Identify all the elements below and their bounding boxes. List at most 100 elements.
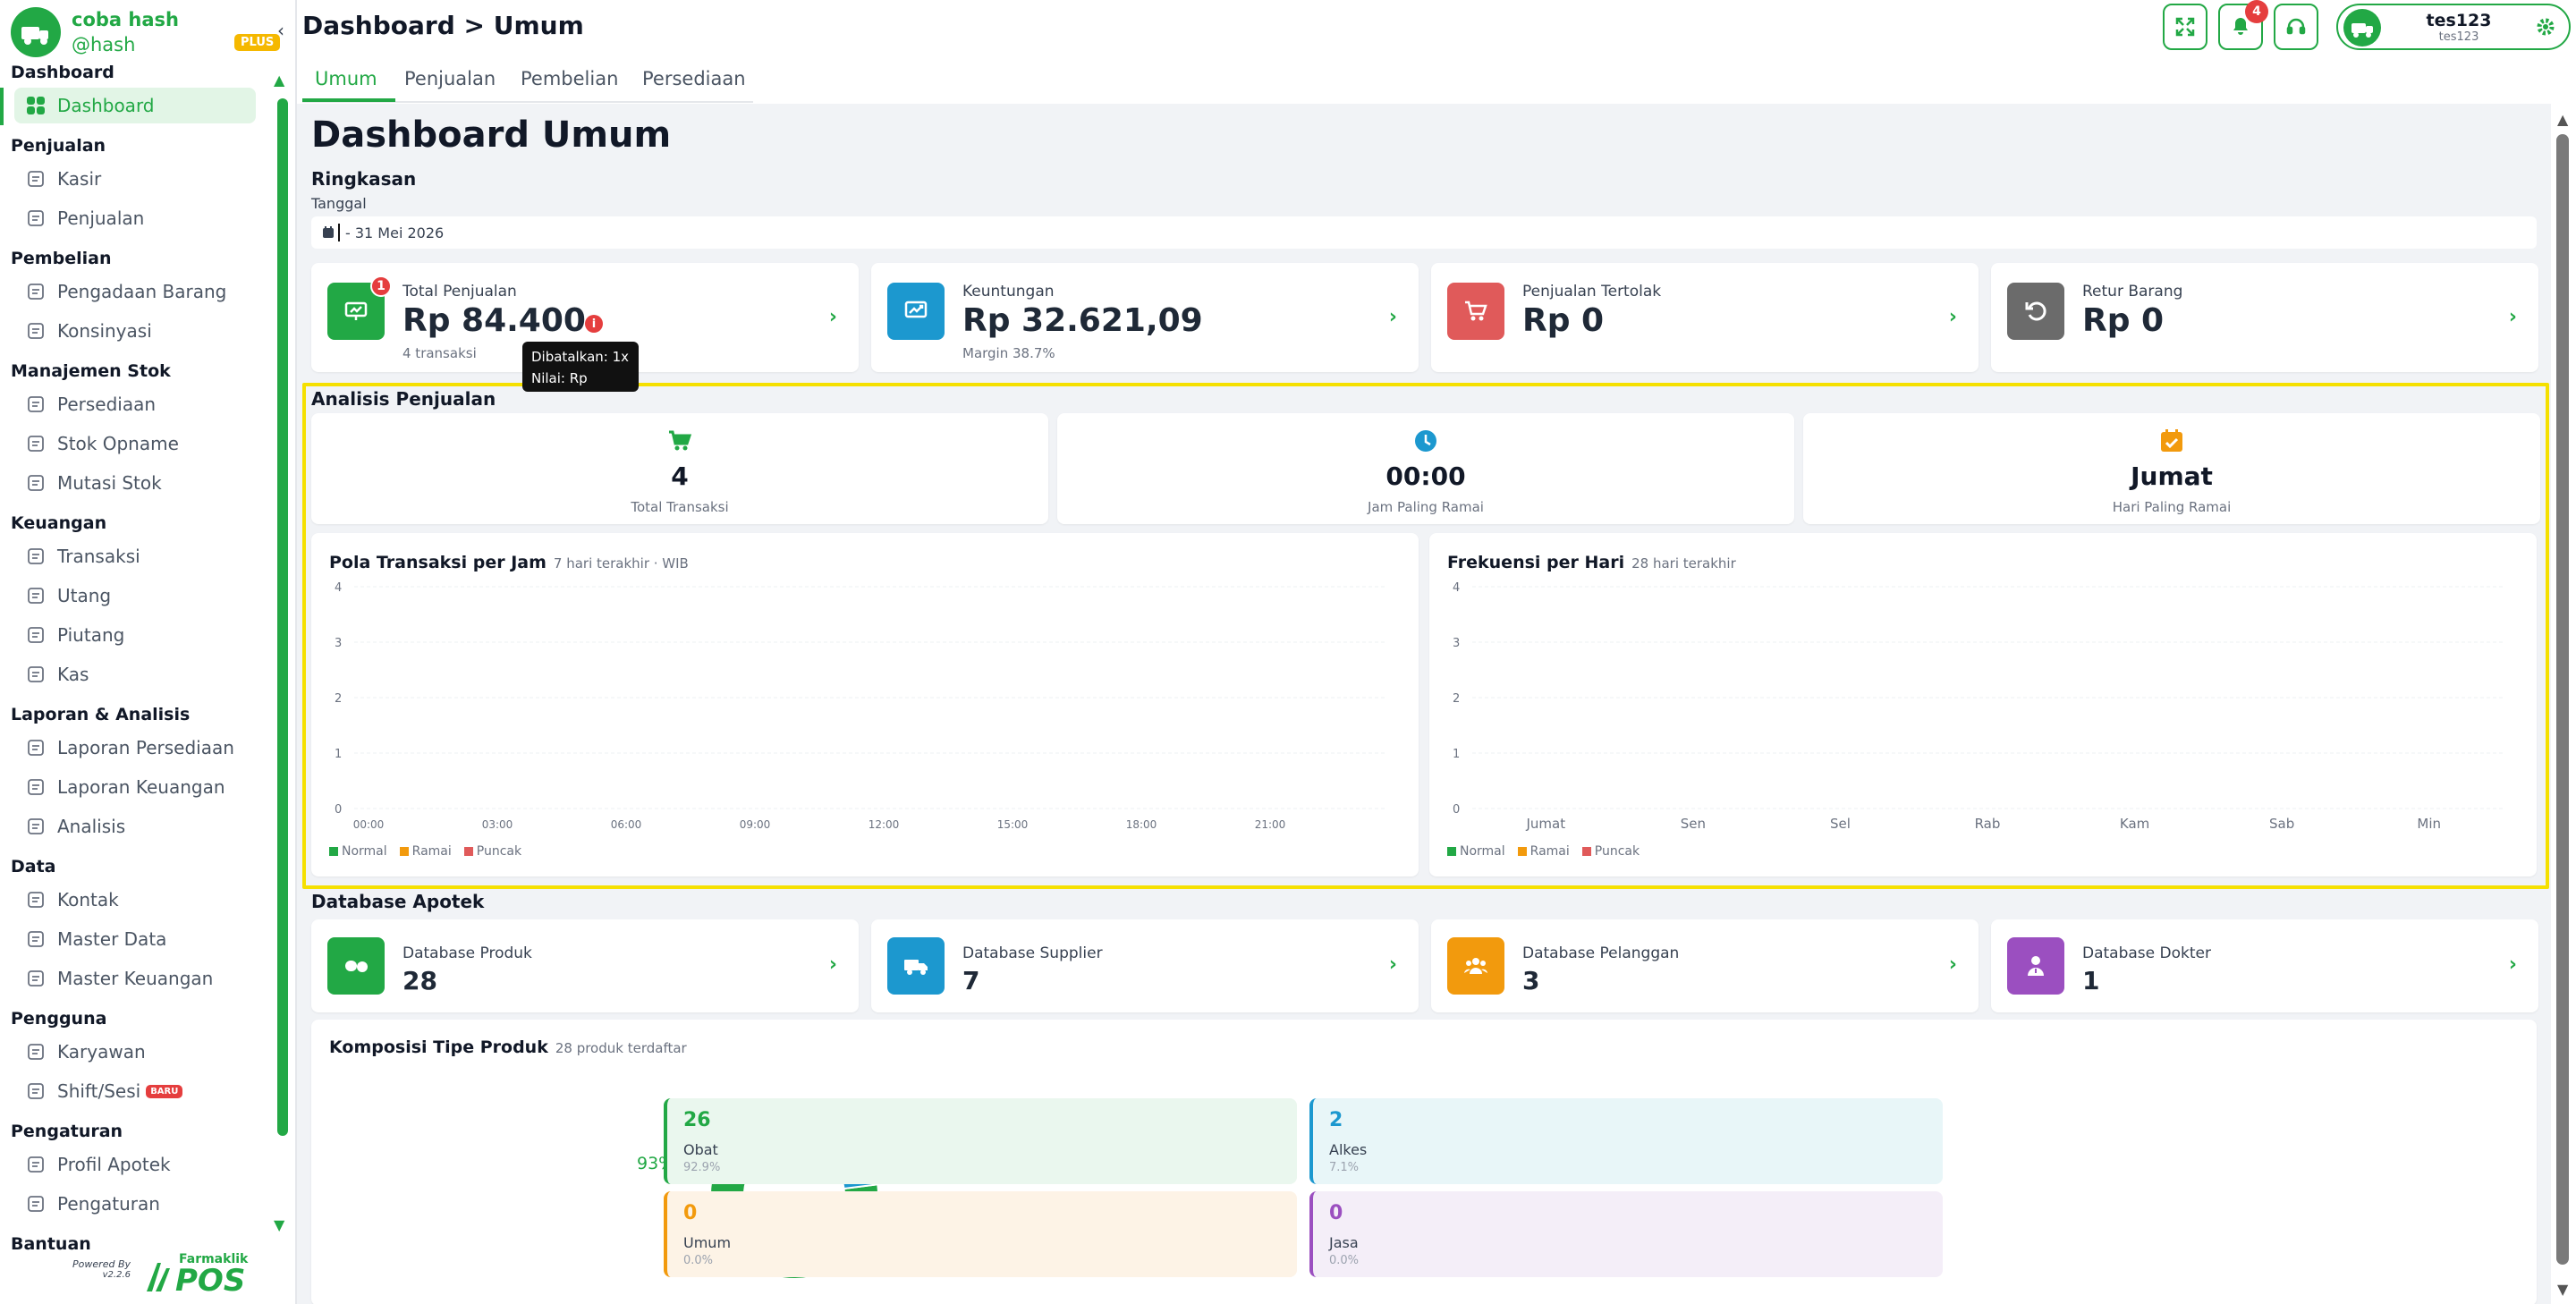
main-scrollbar[interactable]: ▲ ▼	[2551, 104, 2576, 1304]
nav-group-title: Keuangan	[11, 513, 107, 533]
scroll-thumb[interactable]	[2556, 134, 2569, 1265]
chevron-right-icon[interactable]: ›	[1388, 306, 1397, 328]
date-range-value: - 31 Mei 2026	[345, 224, 445, 241]
scroll-down-icon[interactable]: ▼	[274, 1216, 285, 1233]
sidebar-item-dashboard[interactable]: Dashboard	[14, 88, 256, 123]
brand[interactable]: coba hash @hash PLUS	[11, 7, 288, 57]
sidebar-item-piutang[interactable]: Piutang	[14, 617, 256, 653]
x-tick-label: Min	[2417, 816, 2441, 832]
farmaklik-logo: Farmaklik POS	[140, 1252, 248, 1299]
sidebar-item-pengaturan[interactable]: Pengaturan	[14, 1186, 256, 1222]
legend-label: Normal	[1460, 844, 1505, 859]
user-menu[interactable]: tes123 tes123	[2336, 4, 2571, 50]
date-range-field[interactable]: - 31 Mei 2026	[311, 216, 2537, 249]
sidebar-item-analisis[interactable]: Analisis	[14, 809, 256, 844]
returns-card[interactable]: Retur Barang Rp 0 ›	[1991, 263, 2538, 372]
sidebar-item-stok-opname[interactable]: Stok Opname	[14, 426, 256, 461]
daily-chart-title-text: Frekuensi per Hari	[1447, 553, 1625, 572]
sidebar-item-label: Shift/Sesi	[57, 1080, 141, 1102]
legend-swatch	[1447, 847, 1456, 856]
sidebar-item-master-keuangan[interactable]: Master Keuangan	[14, 961, 256, 996]
composition-label: Jasa	[1329, 1234, 1359, 1251]
fullscreen-button[interactable]	[2163, 4, 2207, 50]
notifications-button[interactable]: 4	[2218, 0, 2268, 50]
chevron-right-icon[interactable]: ›	[1948, 306, 1957, 328]
sidebar-item-master-data[interactable]: Master Data	[14, 921, 256, 957]
rejected-sales-card[interactable]: Penjualan Tertolak Rp 0 ›	[1431, 263, 1979, 372]
sidebar-item-pengadaan-barang[interactable]: Pengadaan Barang	[14, 274, 256, 309]
chevron-right-icon[interactable]: ›	[828, 306, 837, 328]
sidebar-item-kontak[interactable]: Kontak	[14, 882, 256, 918]
support-button[interactable]	[2274, 4, 2318, 50]
sidebar-item-profil-apotek[interactable]: Profil Apotek	[14, 1147, 256, 1182]
x-tick-label: Rab	[1975, 816, 2001, 832]
composition-count: 2	[1329, 1109, 1343, 1131]
y-tick-label: 4	[1453, 581, 1460, 595]
composition-count: 0	[1329, 1202, 1343, 1224]
x-tick-label: 12:00	[869, 818, 900, 831]
x-tick-label: 00:00	[353, 818, 385, 831]
chevron-right-icon[interactable]: ›	[1948, 953, 1957, 976]
sidebar-item-mutasi-stok[interactable]: Mutasi Stok	[14, 465, 256, 501]
x-tick-label: 03:00	[482, 818, 513, 831]
cash-icon	[23, 662, 48, 687]
sidebar-item-laporan-keuangan[interactable]: Laporan Keuangan	[14, 769, 256, 805]
tab-umum[interactable]: Umum	[315, 68, 377, 89]
x-tick-label: 18:00	[1126, 818, 1157, 831]
x-tick-label: Sab	[2269, 816, 2294, 832]
scroll-up-icon[interactable]: ▲	[274, 72, 285, 89]
gear-icon[interactable]	[2535, 16, 2556, 41]
sidebar-scrollbar[interactable]: ▲ ▼	[274, 72, 288, 1243]
sidebar-item-kasir[interactable]: Kasir	[14, 161, 256, 197]
chevron-right-icon[interactable]: ›	[2508, 953, 2517, 976]
supplier-database-card[interactable]: Database Supplier 7 ›	[871, 919, 1419, 1012]
chevron-right-icon[interactable]: ›	[2508, 306, 2517, 328]
composition-title-text: Komposisi Tipe Produk	[329, 1037, 548, 1057]
scroll-thumb[interactable]	[277, 98, 288, 1136]
sidebar-item-label: Transaksi	[57, 546, 140, 567]
sidebar-item-shift-sesi[interactable]: Shift/Sesi BARU	[14, 1073, 256, 1109]
scroll-up-icon[interactable]: ▲	[2557, 111, 2569, 128]
sidebar-item-kas[interactable]: Kas	[14, 656, 256, 692]
hourly-chart-legend: Normal Ramai Puncak	[329, 844, 521, 859]
sidebar-item-laporan-persediaan[interactable]: Laporan Persediaan	[14, 730, 256, 766]
profit-card[interactable]: Keuntungan Rp 32.621,09 Margin 38.7% ›	[871, 263, 1419, 372]
analysis-heading: Analisis Penjualan	[311, 388, 496, 410]
y-tick-label: 4	[335, 581, 342, 595]
customer-database-card[interactable]: Database Pelanggan 3 ›	[1431, 919, 1979, 1012]
sidebar-item-label: Utang	[57, 585, 112, 606]
settings-icon	[23, 1191, 48, 1216]
sidebar-item-karyawan[interactable]: Karyawan	[14, 1034, 256, 1070]
master-finance-icon	[23, 966, 48, 991]
stat-label: Hari Paling Ramai	[2112, 499, 2232, 515]
legend-item: Ramai	[1517, 844, 1570, 859]
info-icon[interactable]: i	[585, 315, 603, 333]
composition-percent: 0.0%	[1329, 1254, 1360, 1267]
chevron-right-icon[interactable]: ›	[828, 953, 837, 976]
collapse-sidebar-icon[interactable]: ‹	[277, 20, 284, 41]
tab-persediaan[interactable]: Persediaan	[642, 68, 746, 89]
breadcrumb: Dashboard > Umum	[302, 11, 584, 40]
sidebar-item-persediaan[interactable]: Persediaan	[14, 386, 256, 422]
sidebar-item-label: Kas	[57, 664, 89, 685]
card-label: Database Dokter	[2082, 944, 2211, 962]
debt-icon	[23, 583, 48, 608]
x-tick-label: Kam	[2120, 816, 2149, 832]
sidebar-item-penjualan[interactable]: Penjualan	[14, 200, 256, 236]
tab-divider	[302, 101, 753, 103]
sidebar-item-transaksi[interactable]: Transaksi	[14, 538, 256, 574]
composition-count: 0	[683, 1202, 698, 1224]
chevron-right-icon[interactable]: ›	[1388, 953, 1397, 976]
sidebar-item-utang[interactable]: Utang	[14, 578, 256, 614]
main-content: Dashboard Umum Ringkasan Tanggal - 31 Me…	[297, 104, 2565, 1304]
scroll-down-icon[interactable]: ▼	[2557, 1281, 2569, 1298]
sidebar-item-konsinyasi[interactable]: Konsinyasi	[14, 313, 256, 349]
product-database-card[interactable]: Database Produk 28 ›	[311, 919, 859, 1012]
tab-penjualan[interactable]: Penjualan	[404, 68, 496, 89]
tab-pembelian[interactable]: Pembelian	[521, 68, 619, 89]
sidebar-item-label: Laporan Keuangan	[57, 776, 225, 798]
sidebar-item-label: Kasir	[57, 168, 102, 190]
doctor-database-card[interactable]: Database Dokter 1 ›	[1991, 919, 2538, 1012]
dashboard-icon	[23, 93, 48, 118]
consignment-icon	[23, 318, 48, 343]
